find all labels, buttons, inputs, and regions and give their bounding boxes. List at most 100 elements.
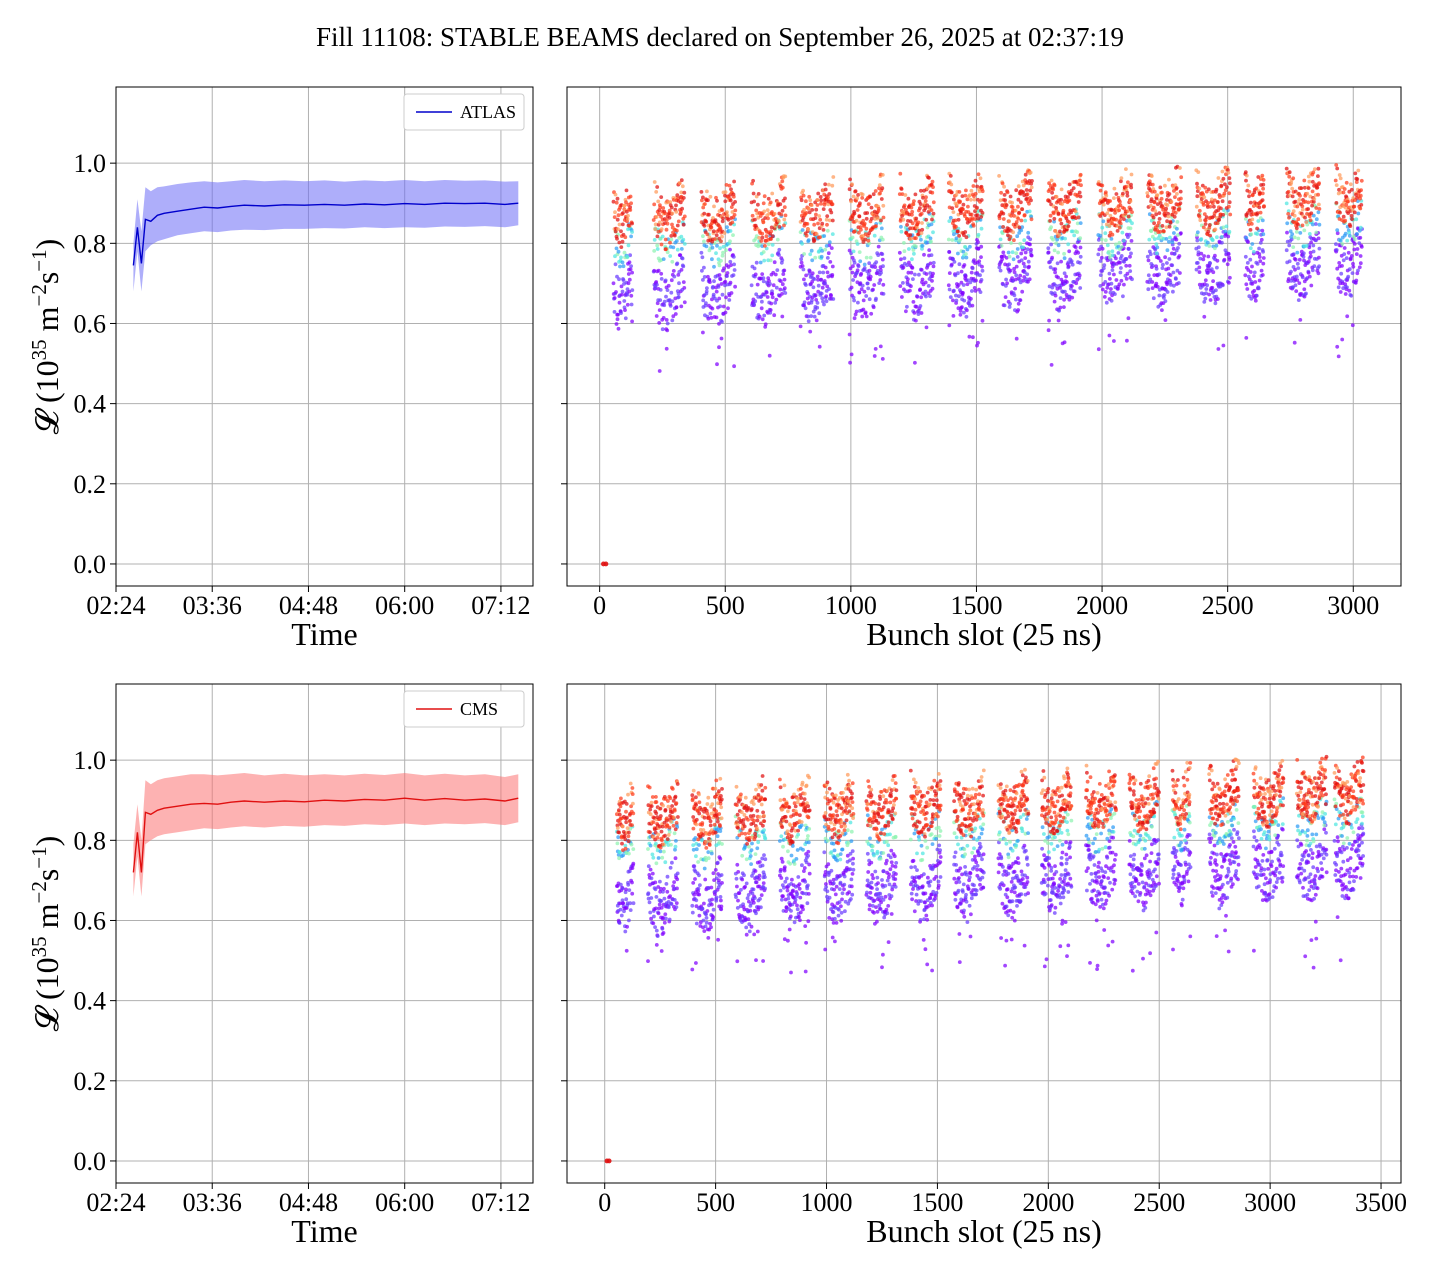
bunch-point	[727, 298, 732, 302]
bunch-point	[755, 282, 760, 287]
bunch-point	[1210, 894, 1215, 898]
bunch-point	[1059, 187, 1064, 192]
bunch-point	[1252, 274, 1256, 278]
bunch-point	[1020, 225, 1025, 230]
bunch-point	[764, 234, 769, 239]
bunch-point	[1221, 283, 1225, 288]
bunch-point	[1349, 187, 1354, 192]
bunch-point	[957, 960, 962, 964]
bunch-point	[1050, 876, 1055, 881]
bunch-point	[848, 867, 853, 872]
bunch-point	[961, 207, 965, 212]
bunch-point	[1169, 283, 1173, 287]
bunch-point	[1351, 261, 1355, 266]
bunch-point	[722, 266, 726, 271]
bunch-point	[1097, 247, 1102, 252]
bunch-point	[827, 192, 832, 196]
bunch-point	[1158, 201, 1163, 205]
bunch-point	[977, 189, 982, 194]
bunch-point	[1222, 858, 1227, 862]
bunch-point	[709, 902, 714, 907]
bunch-point	[710, 897, 714, 902]
bunch-point	[1068, 855, 1072, 860]
bunch-point	[1214, 288, 1218, 293]
bunch-point	[1293, 257, 1298, 262]
bunch-point	[1108, 277, 1112, 281]
bunch-point	[1307, 179, 1312, 184]
bunch-point	[782, 205, 787, 210]
bunch-point	[1212, 214, 1216, 218]
bunch-point	[878, 891, 883, 896]
bunch-point	[656, 199, 661, 204]
bunch-point	[621, 211, 625, 215]
bunch-point	[865, 878, 870, 883]
bunch-point	[613, 229, 618, 234]
bunch-point	[918, 304, 923, 308]
bunch-point	[978, 290, 983, 294]
bunch-point	[1349, 293, 1354, 298]
bunch-point	[719, 239, 723, 244]
bunch-point	[872, 354, 877, 358]
bunch-point	[1341, 190, 1346, 195]
bunch-point	[923, 947, 928, 952]
bunch-point	[802, 277, 806, 282]
bunch-point	[930, 903, 934, 908]
bunch-point	[1308, 250, 1313, 255]
bunch-point	[1029, 198, 1033, 203]
bunch-point	[780, 282, 785, 287]
bunch-point	[800, 264, 805, 268]
bunch-point	[825, 256, 830, 260]
bunch-point	[930, 190, 935, 195]
bunch-point	[886, 904, 891, 908]
bunch-point	[1311, 249, 1316, 254]
bunch-point	[617, 921, 622, 925]
bunch-point	[800, 228, 805, 232]
bunch-point	[829, 868, 834, 873]
bunch-point	[664, 247, 668, 252]
bunch-point	[1162, 296, 1166, 300]
bunch-point	[668, 240, 672, 245]
bunch-point	[681, 280, 686, 284]
bunch-point	[764, 290, 769, 295]
bunch-point	[855, 196, 859, 201]
bunch-point	[619, 311, 623, 315]
bunch-point	[876, 253, 881, 257]
bunch-point	[1221, 176, 1226, 181]
bunch-point	[1250, 282, 1255, 286]
bunch-point	[880, 257, 885, 262]
bunch-point	[654, 215, 659, 219]
bunch-point	[1004, 277, 1008, 282]
bunch-point	[745, 896, 750, 901]
bunch-point	[1296, 217, 1301, 222]
bunch-point	[1354, 252, 1359, 256]
bunch-point	[881, 898, 886, 902]
bunch-point	[665, 321, 670, 326]
bunch-point	[617, 277, 621, 282]
bunch-point	[780, 185, 785, 190]
bunch-point	[817, 214, 822, 218]
bunch-point	[1179, 863, 1183, 867]
bunch-point	[1102, 928, 1107, 932]
bunch-point	[1152, 237, 1157, 242]
bunch-point	[1334, 183, 1339, 188]
bunch-point	[623, 890, 628, 895]
bunch-point	[953, 273, 958, 278]
bunch-point	[747, 929, 752, 934]
bunch-point	[1207, 223, 1212, 227]
bunch-point	[1062, 251, 1066, 256]
bunch-point	[881, 215, 886, 220]
bunch-point	[901, 217, 906, 222]
bunch-point	[1214, 934, 1219, 938]
bunch-point	[1107, 333, 1112, 338]
bunch-point	[969, 212, 974, 217]
bunch-point	[1183, 862, 1188, 867]
bunch-point	[806, 919, 811, 924]
bunch-point	[903, 289, 908, 294]
bunch-point	[1023, 264, 1027, 269]
bunch-point	[931, 889, 936, 894]
bunch-point	[966, 204, 970, 209]
bunch-point	[674, 305, 679, 310]
bunch-point	[1338, 238, 1343, 243]
bunch-point	[646, 959, 650, 963]
bunch-point	[1001, 282, 1005, 287]
